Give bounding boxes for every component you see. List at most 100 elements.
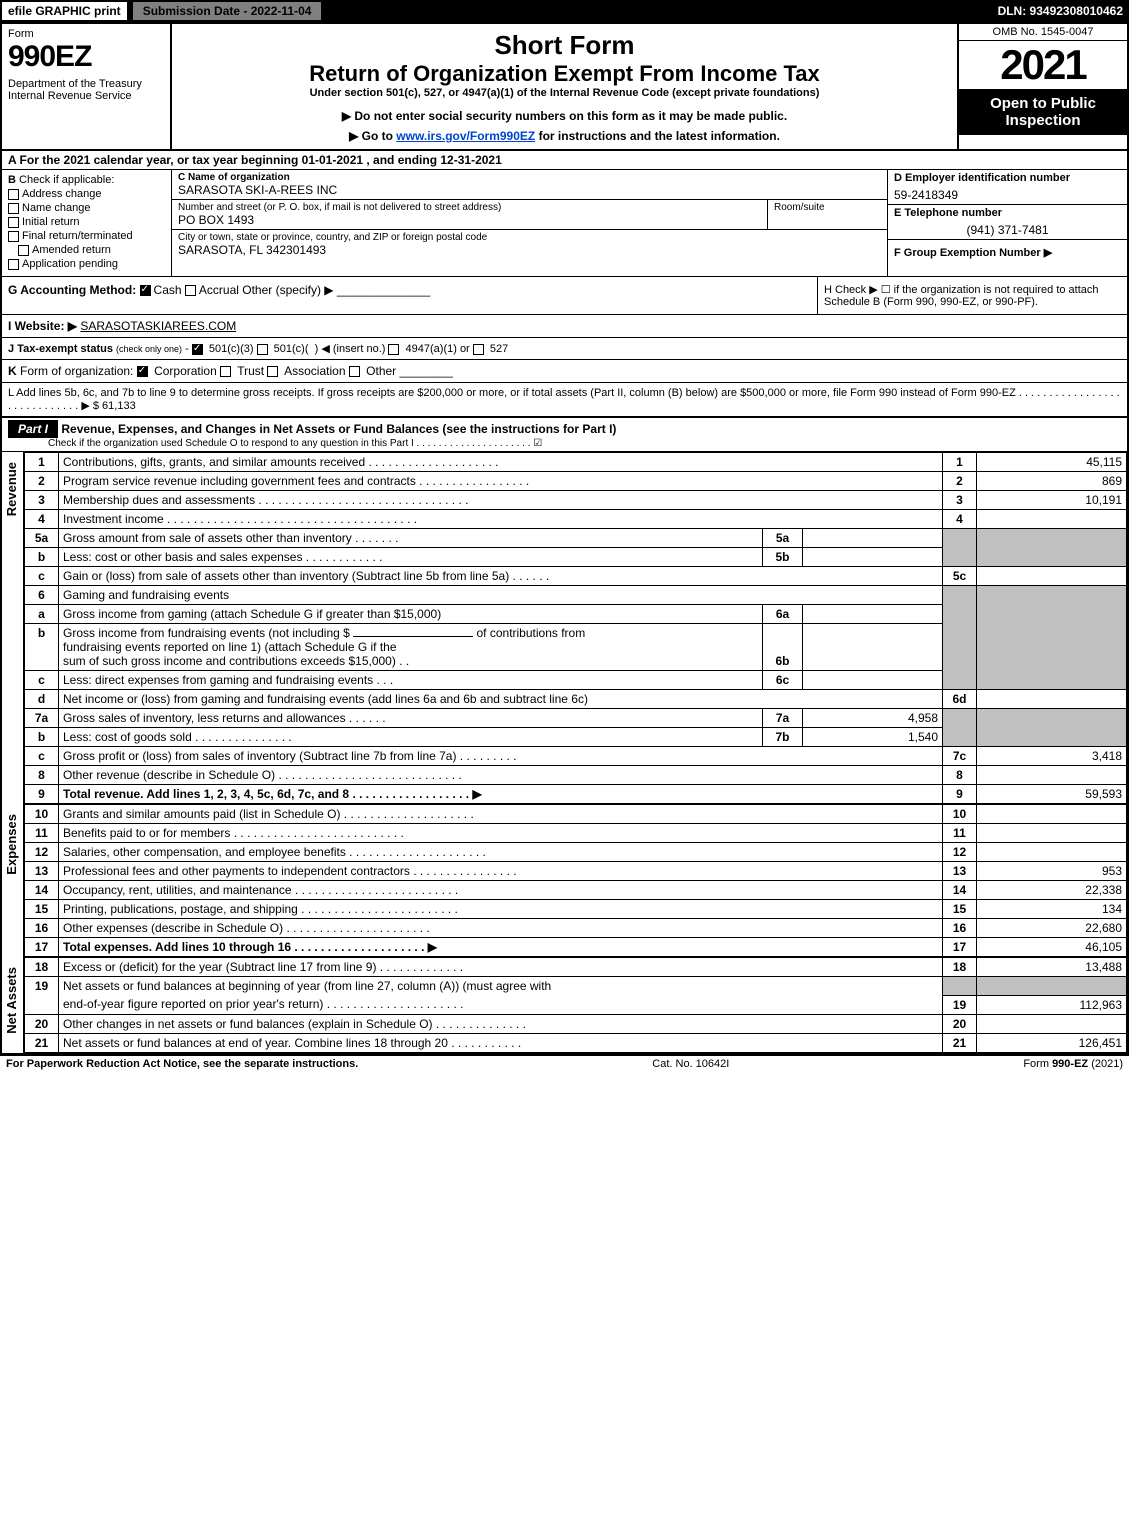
line-7a: 7aGross sales of inventory, less returns… bbox=[25, 709, 1127, 728]
org-name-label: C Name of organization bbox=[178, 172, 881, 183]
chk-address-change[interactable] bbox=[8, 189, 19, 200]
line-7c: cGross profit or (loss) from sales of in… bbox=[25, 747, 1127, 766]
line-19b: end-of-year figure reported on prior yea… bbox=[25, 995, 1127, 1014]
line-4: 4Investment income . . . . . . . . . . .… bbox=[25, 510, 1127, 529]
line-6: 6Gaming and fundraising events bbox=[25, 586, 1127, 605]
header-right: OMB No. 1545-0047 2021 Open to Public In… bbox=[957, 24, 1127, 149]
irs-link[interactable]: www.irs.gov/Form990EZ bbox=[396, 129, 535, 143]
line-14: 14Occupancy, rent, utilities, and mainte… bbox=[25, 881, 1127, 900]
line-10: 10Grants and similar amounts paid (list … bbox=[25, 805, 1127, 824]
chk-4947[interactable] bbox=[388, 344, 399, 355]
footer-catno: Cat. No. 10642I bbox=[652, 1058, 729, 1070]
expenses-label: Expenses bbox=[2, 804, 21, 885]
website-label: I Website: ▶ bbox=[8, 319, 77, 333]
chk-527[interactable] bbox=[473, 344, 484, 355]
part1-check-o: Check if the organization used Schedule … bbox=[8, 438, 1121, 449]
tel-value: (941) 371-7481 bbox=[888, 221, 1127, 240]
lbl-address-change: Address change bbox=[22, 188, 102, 200]
group-exemption: F Group Exemption Number ▶ bbox=[888, 240, 1127, 265]
chk-501c[interactable] bbox=[257, 344, 268, 355]
chk-initial-return[interactable] bbox=[8, 217, 19, 228]
under-section: Under section 501(c), 527, or 4947(a)(1)… bbox=[182, 87, 947, 99]
form-header: Form 990EZ Department of the Treasury In… bbox=[2, 24, 1127, 151]
row-l: L Add lines 5b, 6c, and 7b to line 9 to … bbox=[2, 383, 1127, 418]
part1-label: Part I bbox=[8, 420, 58, 438]
topbar: efile GRAPHIC print Submission Date - 20… bbox=[0, 0, 1129, 22]
chk-final-return[interactable] bbox=[8, 231, 19, 242]
row-j: J Tax-exempt status (check only one) - 5… bbox=[2, 338, 1127, 360]
row-i: I Website: ▶ SARASOTASKIAREES.COM bbox=[2, 315, 1127, 338]
netassets-sidebar: Net Assets bbox=[2, 957, 24, 1053]
line-18: 18Excess or (deficit) for the year (Subt… bbox=[25, 958, 1127, 977]
lbl-initial-return: Initial return bbox=[22, 216, 79, 228]
lbl-other: Other (specify) ▶ bbox=[242, 283, 333, 297]
city-value: SARASOTA, FL 342301493 bbox=[178, 243, 881, 257]
chk-application-pending[interactable] bbox=[8, 259, 19, 270]
website-value: SARASOTASKIAREES.COM bbox=[80, 319, 236, 333]
goto-pre: ▶ Go to bbox=[349, 129, 396, 143]
lbl-name-change: Name change bbox=[22, 202, 91, 214]
line-2: 2Program service revenue including gover… bbox=[25, 472, 1127, 491]
lbl-amended-return: Amended return bbox=[32, 244, 111, 256]
chk-accrual[interactable] bbox=[185, 285, 196, 296]
open-to-public: Open to Public Inspection bbox=[959, 89, 1127, 135]
row-gh: G Accounting Method: Cash Accrual Other … bbox=[2, 277, 1127, 315]
omb-number: OMB No. 1545-0047 bbox=[959, 24, 1127, 41]
box-b: B Check if applicable: Address change Na… bbox=[2, 170, 172, 276]
line-5a: 5aGross amount from sale of assets other… bbox=[25, 529, 1127, 548]
line-1: 1Contributions, gifts, grants, and simil… bbox=[25, 453, 1127, 472]
short-form-title: Short Form bbox=[182, 30, 947, 61]
header-center: Short Form Return of Organization Exempt… bbox=[172, 24, 957, 149]
chk-amended-return[interactable] bbox=[18, 245, 29, 256]
box-g: G Accounting Method: Cash Accrual Other … bbox=[2, 277, 817, 314]
revenue-sidebar: Revenue bbox=[2, 452, 24, 804]
check-if-applicable: Check if applicable: bbox=[19, 174, 114, 186]
chk-trust[interactable] bbox=[220, 366, 231, 377]
line-17: 17Total expenses. Add lines 10 through 1… bbox=[25, 938, 1127, 957]
lbl-cash: Cash bbox=[154, 283, 182, 297]
form-container: Form 990EZ Department of the Treasury In… bbox=[0, 22, 1129, 1055]
street-label: Number and street (or P. O. box, if mail… bbox=[178, 202, 761, 213]
footer-right: Form 990-EZ (2021) bbox=[1023, 1058, 1123, 1070]
line-19: 19Net assets or fund balances at beginni… bbox=[25, 977, 1127, 996]
line-11: 11Benefits paid to or for members . . . … bbox=[25, 824, 1127, 843]
dln: DLN: 93492308010462 bbox=[998, 4, 1129, 18]
accounting-method-label: G Accounting Method: bbox=[8, 283, 136, 297]
ein-value: 59-2418349 bbox=[888, 186, 1127, 205]
org-name-value: SARASOTA SKI-A-REES INC bbox=[178, 183, 881, 197]
revenue-block: Revenue 1Contributions, gifts, grants, a… bbox=[2, 452, 1127, 804]
submission-date: Submission Date - 2022-11-04 bbox=[131, 0, 324, 22]
chk-other-org[interactable] bbox=[349, 366, 360, 377]
ein-label: D Employer identification number bbox=[888, 170, 1127, 186]
revenue-label: Revenue bbox=[2, 452, 21, 526]
revenue-table: 1Contributions, gifts, grants, and simil… bbox=[24, 452, 1127, 804]
efile-print[interactable]: efile GRAPHIC print bbox=[0, 0, 129, 22]
line-3: 3Membership dues and assessments . . . .… bbox=[25, 491, 1127, 510]
line-13: 13Professional fees and other payments t… bbox=[25, 862, 1127, 881]
line-21: 21Net assets or fund balances at end of … bbox=[25, 1033, 1127, 1052]
line-16: 16Other expenses (describe in Schedule O… bbox=[25, 919, 1127, 938]
form-number: 990EZ bbox=[8, 40, 164, 74]
netassets-label: Net Assets bbox=[2, 957, 21, 1044]
chk-501c3[interactable] bbox=[192, 344, 203, 355]
line-8: 8Other revenue (describe in Schedule O) … bbox=[25, 766, 1127, 785]
box-h: H Check ▶ ☐ if the organization is not r… bbox=[817, 277, 1127, 314]
part1-title: Revenue, Expenses, and Changes in Net As… bbox=[61, 422, 616, 436]
chk-assoc[interactable] bbox=[267, 366, 278, 377]
goto-line: ▶ Go to www.irs.gov/Form990EZ for instru… bbox=[182, 129, 947, 143]
chk-corp[interactable] bbox=[137, 366, 148, 377]
tel-label: E Telephone number bbox=[888, 205, 1127, 221]
chk-name-change[interactable] bbox=[8, 203, 19, 214]
street-value: PO BOX 1493 bbox=[178, 213, 761, 227]
city-label: City or town, state or province, country… bbox=[178, 232, 881, 243]
lbl-application-pending: Application pending bbox=[22, 258, 118, 270]
goto-post: for instructions and the latest informat… bbox=[535, 129, 780, 143]
row-l-amount: 61,133 bbox=[102, 400, 136, 412]
line-12: 12Salaries, other compensation, and empl… bbox=[25, 843, 1127, 862]
netassets-block: Net Assets 18Excess or (deficit) for the… bbox=[2, 957, 1127, 1053]
line-9: 9Total revenue. Add lines 1, 2, 3, 4, 5c… bbox=[25, 785, 1127, 804]
box-b-letter: B bbox=[8, 174, 16, 186]
dept: Department of the Treasury Internal Reve… bbox=[8, 78, 164, 102]
chk-cash[interactable] bbox=[140, 285, 151, 296]
line-15: 15Printing, publications, postage, and s… bbox=[25, 900, 1127, 919]
